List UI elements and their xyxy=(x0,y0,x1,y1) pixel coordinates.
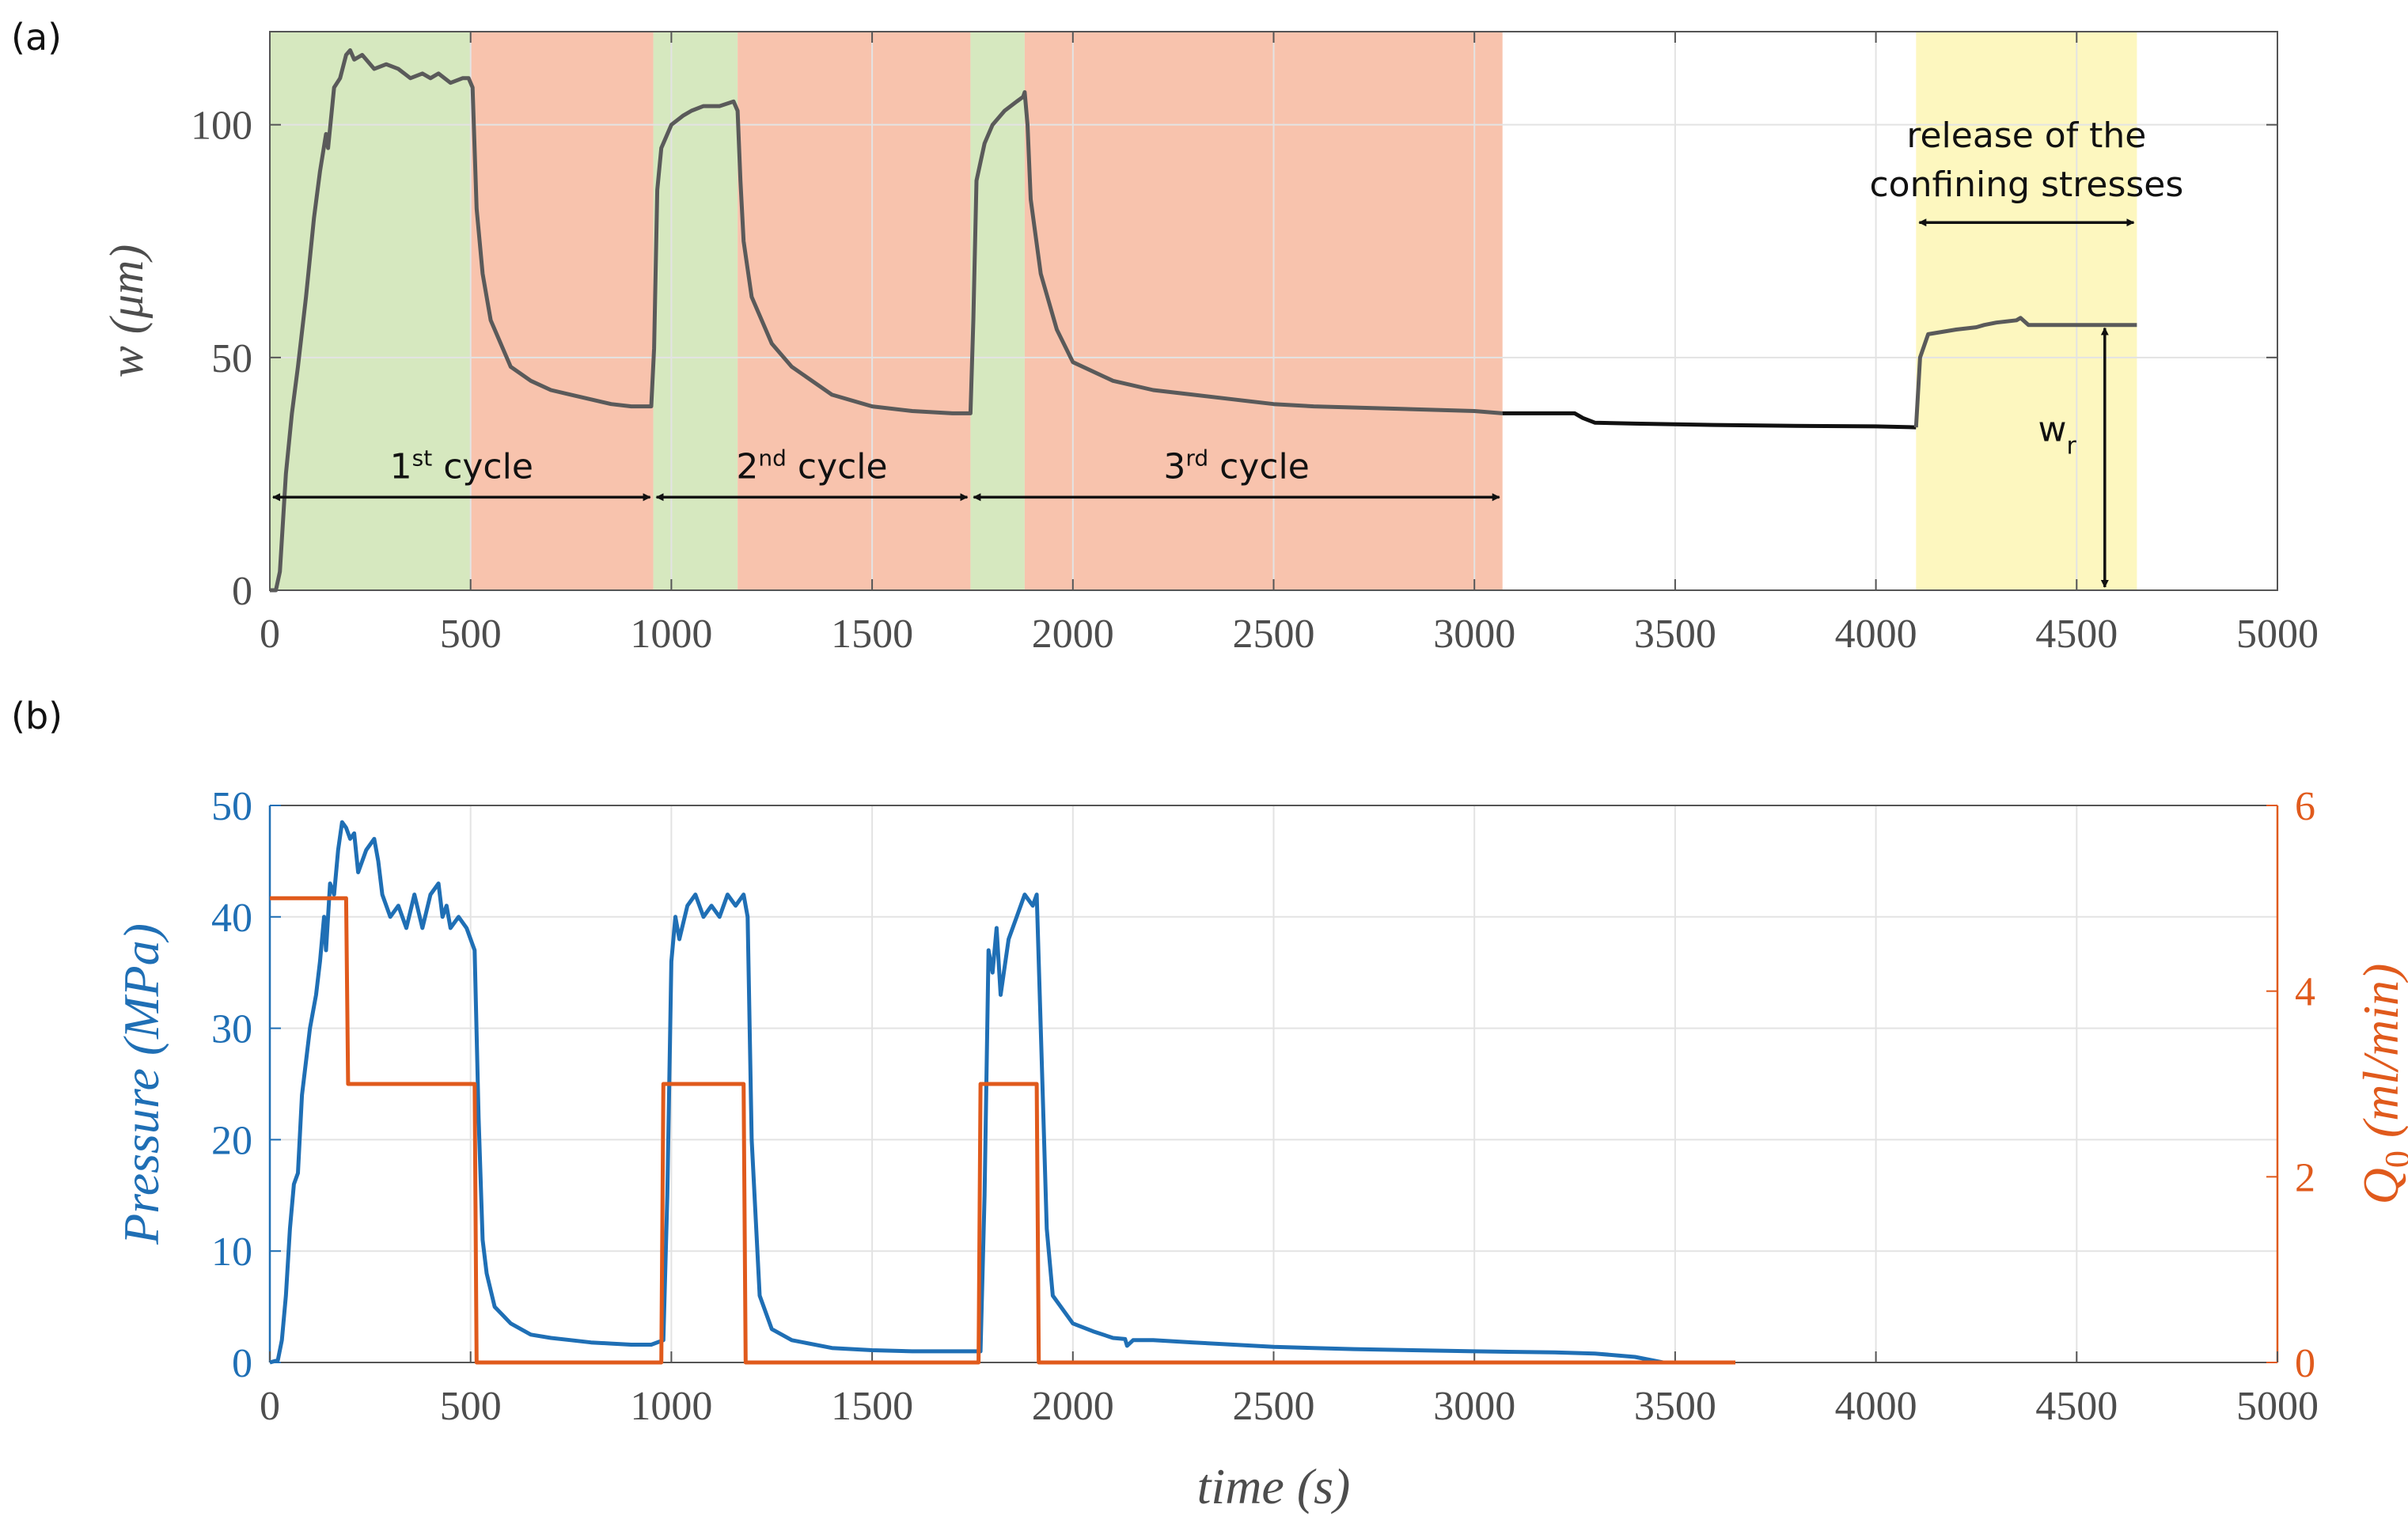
y-right-tick-label-6: 6 xyxy=(2295,784,2315,829)
y-axis-label-var: w xyxy=(100,334,153,377)
panel-b-label: (b) xyxy=(11,695,63,737)
x-tick-label-2500: 2500 xyxy=(1233,612,1315,657)
x-tick-label-5000: 5000 xyxy=(2236,1384,2319,1429)
y-left-axis-label-unit: (MPa) xyxy=(113,923,169,1055)
panel-b-chart: 0 500 1000 1500 2000 2500 3000 3500 4000 4500 5000… xyxy=(113,784,2408,1514)
x-tick-label-3500: 3500 xyxy=(1634,612,1716,657)
x-tick-label-4000: 4000 xyxy=(1835,1384,1917,1429)
cycle3-label-num: 3 xyxy=(1163,446,1185,487)
release-label-line1: release of the xyxy=(1906,116,2146,156)
x-tick-label-0: 0 xyxy=(260,612,280,657)
y-tick-label-100: 100 xyxy=(191,104,252,149)
cycle1-label-sup: st xyxy=(412,445,433,471)
wr-label: wr xyxy=(2038,410,2076,460)
x-tick-label-3000: 3000 xyxy=(1433,612,1515,657)
x-axis-label: time (s) xyxy=(1197,1458,1351,1514)
cycle3-label-sup: rd xyxy=(1185,445,1208,471)
y-left-tick-label-20: 20 xyxy=(211,1118,252,1163)
series-line-0 xyxy=(270,48,1503,593)
cycle2-label-sup: nd xyxy=(758,445,787,471)
panel-a-chart: 0 500 1000 1500 2000 2500 3000 3500 4000 4500 5000… xyxy=(100,31,2319,657)
y-left-tick-label-40: 40 xyxy=(211,896,252,941)
y-left-tick-label-0: 0 xyxy=(232,1341,252,1386)
x-tick-label-500: 500 xyxy=(440,1384,502,1429)
y-right-axis-label-var: Q xyxy=(2353,1168,2408,1204)
cycle3-label-text: cycle xyxy=(1208,446,1310,487)
series-line-q0 xyxy=(270,896,1735,1365)
wr-label-sub: r xyxy=(2066,433,2076,460)
x-tick-label-2500: 2500 xyxy=(1233,1384,1315,1429)
series-line-1 xyxy=(1502,411,1917,430)
x-axis-label-unit: (s) xyxy=(1297,1458,1351,1514)
cycle2-label-num: 2 xyxy=(736,446,758,487)
x-tick-label-4500: 4500 xyxy=(2035,1384,2118,1429)
x-axis-label-var: time xyxy=(1197,1458,1297,1514)
y-right-axis-label: Q0 (ml/min) xyxy=(2353,964,2408,1205)
x-tick-label-1000: 1000 xyxy=(630,1384,712,1429)
x-tick-label-4000: 4000 xyxy=(1835,612,1917,657)
cycle1-label-text: cycle xyxy=(432,446,533,487)
x-tick-label-1000: 1000 xyxy=(630,612,712,657)
x-tick-label-3500: 3500 xyxy=(1634,1384,1716,1429)
x-tick-label-1500: 1500 xyxy=(831,1384,913,1429)
y-left-axis-label: Pressure (MPa) xyxy=(113,923,169,1245)
x-tick-label-2000: 2000 xyxy=(1032,1384,1114,1429)
y-left-tick-label-10: 10 xyxy=(211,1230,252,1275)
x-tick-label-1500: 1500 xyxy=(831,612,913,657)
cycle1-label: 1st cycle xyxy=(390,445,533,487)
y-left-axis-label-var: Pressure xyxy=(113,1055,169,1245)
y-tick-label-0: 0 xyxy=(232,569,252,614)
wr-label-main: w xyxy=(2038,410,2066,450)
phase-region-injection-4 xyxy=(970,32,1025,590)
x-tick-label-5000: 5000 xyxy=(2236,612,2319,657)
y-right-tick-label-0: 0 xyxy=(2295,1341,2315,1386)
y-right-axis-label-unit: (ml/min) xyxy=(2353,964,2408,1150)
series-line-2 xyxy=(1913,316,2137,428)
y-tick-label-50: 50 xyxy=(211,336,252,381)
phase-region-injection-0 xyxy=(270,32,471,590)
x-tick-label-500: 500 xyxy=(440,612,502,657)
y-right-tick-label-4: 4 xyxy=(2295,970,2315,1015)
x-tick-label-3000: 3000 xyxy=(1433,1384,1515,1429)
phase-region-injection-2 xyxy=(653,32,738,590)
cycle2-label-text: cycle xyxy=(787,446,888,487)
phase-region-shut-in-3 xyxy=(738,32,971,590)
cycle1-label-num: 1 xyxy=(390,446,412,487)
cycle3-label: 3rd cycle xyxy=(1163,445,1310,487)
panel-a-label: (a) xyxy=(11,16,63,59)
cycle2-label: 2nd cycle xyxy=(736,445,887,487)
y-axis-label: w (μm) xyxy=(100,244,153,377)
phase-region-shut-in-1 xyxy=(470,32,654,590)
release-label-line2: confining stresses xyxy=(1869,165,2183,205)
x-tick-label-2000: 2000 xyxy=(1032,612,1114,657)
y-right-axis-label-sub: 0 xyxy=(2378,1150,2408,1168)
y-right-tick-label-2: 2 xyxy=(2295,1155,2315,1200)
y-left-tick-label-50: 50 xyxy=(211,784,252,829)
phase-region-shut-in-5 xyxy=(1024,32,1503,590)
y-left-tick-label-30: 30 xyxy=(211,1007,252,1052)
x-tick-label-4500: 4500 xyxy=(2035,612,2118,657)
y-axis-label-unit: (μm) xyxy=(100,244,153,334)
x-tick-label-0: 0 xyxy=(260,1384,280,1429)
